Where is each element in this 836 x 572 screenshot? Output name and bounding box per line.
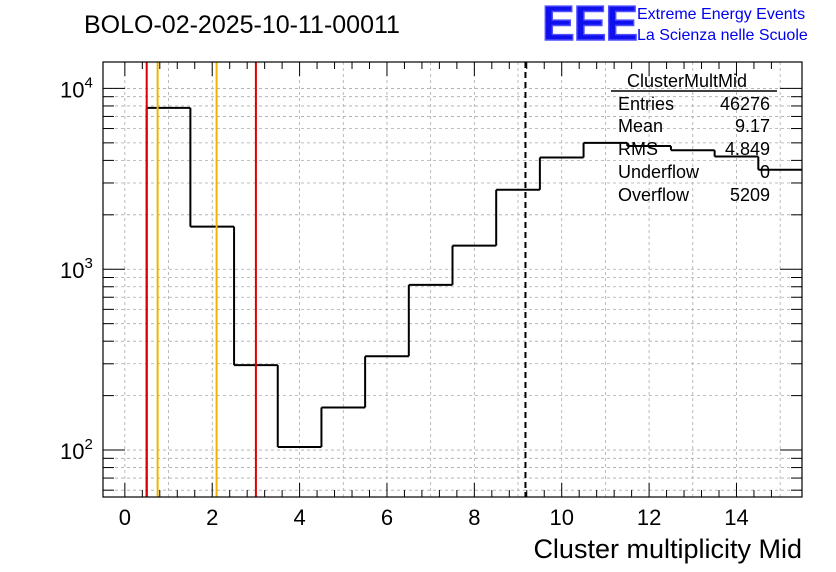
chart-title: BOLO-02-2025-10-11-00011 — [84, 11, 400, 39]
x-tick-label: 10 — [549, 505, 573, 530]
stats-rms-value: 4.849 — [725, 139, 770, 159]
x-tick-label: 12 — [637, 505, 661, 530]
stats-overflow-value: 5209 — [730, 185, 770, 205]
stats-underflow-label: Underflow — [618, 162, 700, 182]
stats-mean-value: 9.17 — [735, 116, 770, 136]
stats-rms-label: RMS — [618, 139, 658, 159]
x-tick-label: 8 — [468, 505, 480, 530]
stats-entries-label: Entries — [618, 94, 674, 114]
x-tick-label: 6 — [381, 505, 393, 530]
x-tick-label: 4 — [293, 505, 305, 530]
y-tick-label: 103 — [60, 255, 93, 283]
stats-entries-value: 46276 — [720, 94, 770, 114]
eee-logo: EEE Extreme Energy Events La Scienza nel… — [541, 0, 808, 52]
x-tick-label: 2 — [206, 505, 218, 530]
axes: 0 2 4 6 8 10 12 14 102 103 104 — [60, 61, 803, 530]
logo-line-2: La Scienza nelle Scuole — [637, 27, 808, 44]
stats-box: ClusterMultMid Entries 46276 Mean 9.17 R… — [611, 71, 777, 205]
vertical-lines — [145, 62, 527, 497]
y-tick-label: 104 — [60, 74, 93, 102]
stats-overflow-label: Overflow — [618, 185, 690, 205]
stats-underflow-value: 0 — [760, 162, 770, 182]
plot-frame — [102, 61, 803, 498]
stats-mean-label: Mean — [618, 116, 663, 136]
grid — [103, 62, 802, 497]
x-tick-label: 0 — [119, 505, 131, 530]
y-tick-label: 102 — [60, 436, 93, 464]
stats-title: ClusterMultMid — [627, 71, 747, 91]
x-tick-label: 14 — [724, 505, 748, 530]
logo-eee-text: EEE — [542, 0, 637, 51]
logo-line-1: Extreme Energy Events — [637, 6, 805, 23]
x-axis-title: Cluster multiplicity Mid — [533, 534, 802, 564]
